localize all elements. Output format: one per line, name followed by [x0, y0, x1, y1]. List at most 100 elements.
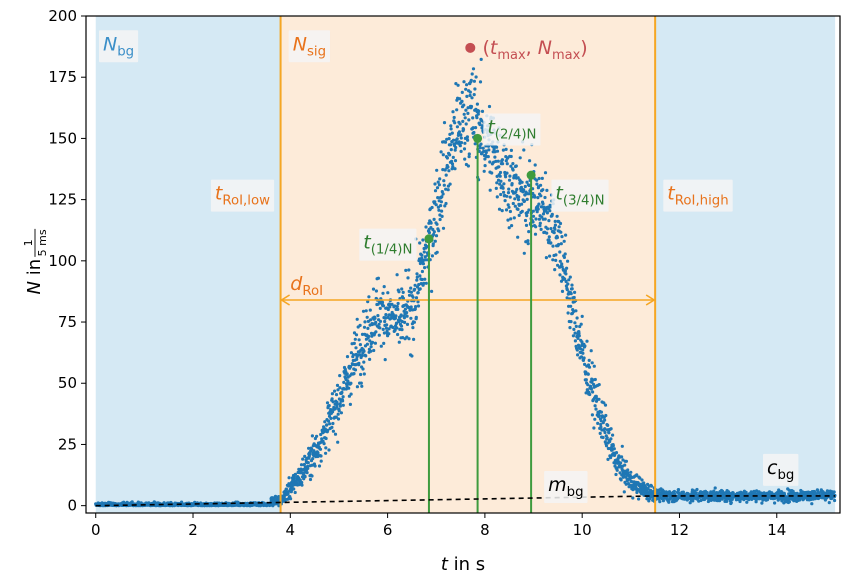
data-point — [399, 313, 403, 317]
data-point — [502, 182, 506, 186]
data-point — [456, 83, 460, 87]
data-point — [467, 155, 471, 159]
data-point — [505, 162, 509, 166]
data-point — [573, 321, 577, 325]
data-point — [450, 159, 454, 163]
data-point — [430, 205, 434, 210]
data-point — [649, 489, 653, 493]
data-point — [449, 127, 453, 131]
data-point — [597, 397, 601, 401]
troi-high-label: tRoI,high — [663, 179, 733, 212]
data-point — [565, 288, 569, 292]
data-point — [413, 283, 417, 287]
data-point — [385, 323, 389, 327]
data-point — [357, 338, 361, 342]
data-point — [725, 499, 729, 503]
data-point — [712, 489, 716, 493]
data-point — [420, 269, 424, 274]
data-point — [409, 316, 413, 320]
mbg-label: mbg — [544, 470, 588, 503]
data-point — [832, 490, 836, 494]
data-point — [451, 138, 456, 142]
data-point — [720, 497, 724, 501]
data-point — [329, 416, 333, 420]
data-point — [509, 154, 513, 159]
x-tick-label: 4 — [286, 521, 296, 539]
data-point — [509, 164, 513, 168]
y-tick-label: 0 — [67, 497, 77, 515]
data-point — [470, 72, 474, 76]
data-point — [310, 474, 314, 478]
background-fit-line — [95, 495, 836, 507]
data-point — [588, 392, 592, 397]
data-point — [609, 437, 613, 441]
data-point — [484, 150, 488, 155]
data-point — [395, 304, 399, 309]
data-point — [467, 152, 471, 156]
data-point — [576, 353, 580, 357]
data-point — [359, 372, 363, 377]
data-point — [360, 354, 364, 358]
data-point — [397, 290, 401, 294]
data-point — [472, 93, 476, 97]
data-point — [388, 305, 392, 309]
data-point — [336, 440, 340, 444]
data-point — [382, 285, 386, 289]
data-point — [415, 285, 420, 289]
data-point — [384, 326, 388, 330]
data-point — [311, 457, 315, 461]
data-point — [713, 486, 717, 490]
data-point — [611, 433, 615, 437]
data-point — [307, 446, 311, 450]
data-point — [406, 276, 410, 280]
max-label-part: , — [526, 37, 538, 59]
data-point — [448, 182, 452, 186]
data-point — [446, 165, 450, 169]
data-point — [587, 358, 591, 362]
data-point — [433, 239, 437, 243]
data-point — [270, 496, 274, 500]
y-tick-label: 25 — [58, 435, 77, 453]
data-point — [550, 212, 554, 216]
data-point — [496, 178, 501, 182]
data-point — [338, 386, 342, 390]
data-point — [559, 242, 563, 246]
data-point — [645, 497, 649, 501]
data-point — [495, 145, 499, 149]
max-label-part: max — [552, 48, 581, 63]
data-point — [367, 334, 371, 338]
data-point — [370, 340, 375, 344]
data-point — [420, 256, 424, 260]
data-point — [452, 115, 456, 120]
data-point — [507, 205, 511, 209]
data-point — [614, 451, 619, 455]
data-point — [478, 80, 483, 84]
data-point — [615, 468, 619, 472]
data-point — [507, 187, 511, 191]
data-point — [444, 201, 448, 206]
data-point — [351, 353, 356, 357]
data-point — [386, 291, 390, 295]
data-point — [440, 195, 444, 199]
data-point — [504, 147, 508, 151]
data-point — [449, 148, 453, 152]
data-point — [626, 482, 631, 486]
data-point — [468, 90, 472, 94]
data-point — [552, 231, 556, 235]
data-point — [378, 319, 383, 323]
data-point — [553, 268, 557, 272]
data-point — [505, 171, 509, 175]
data-point — [435, 186, 440, 190]
svg-text:mbg: mbg — [548, 474, 583, 500]
data-point — [439, 200, 443, 204]
data-point — [462, 147, 467, 151]
data-point — [593, 417, 597, 421]
data-point — [629, 483, 633, 487]
data-point — [527, 183, 531, 188]
data-point — [606, 457, 610, 461]
data-point — [347, 386, 351, 390]
data-point — [422, 250, 426, 254]
y-axis-fraction-num: 1 — [22, 239, 35, 246]
data-point — [437, 208, 441, 212]
data-point — [440, 214, 444, 218]
